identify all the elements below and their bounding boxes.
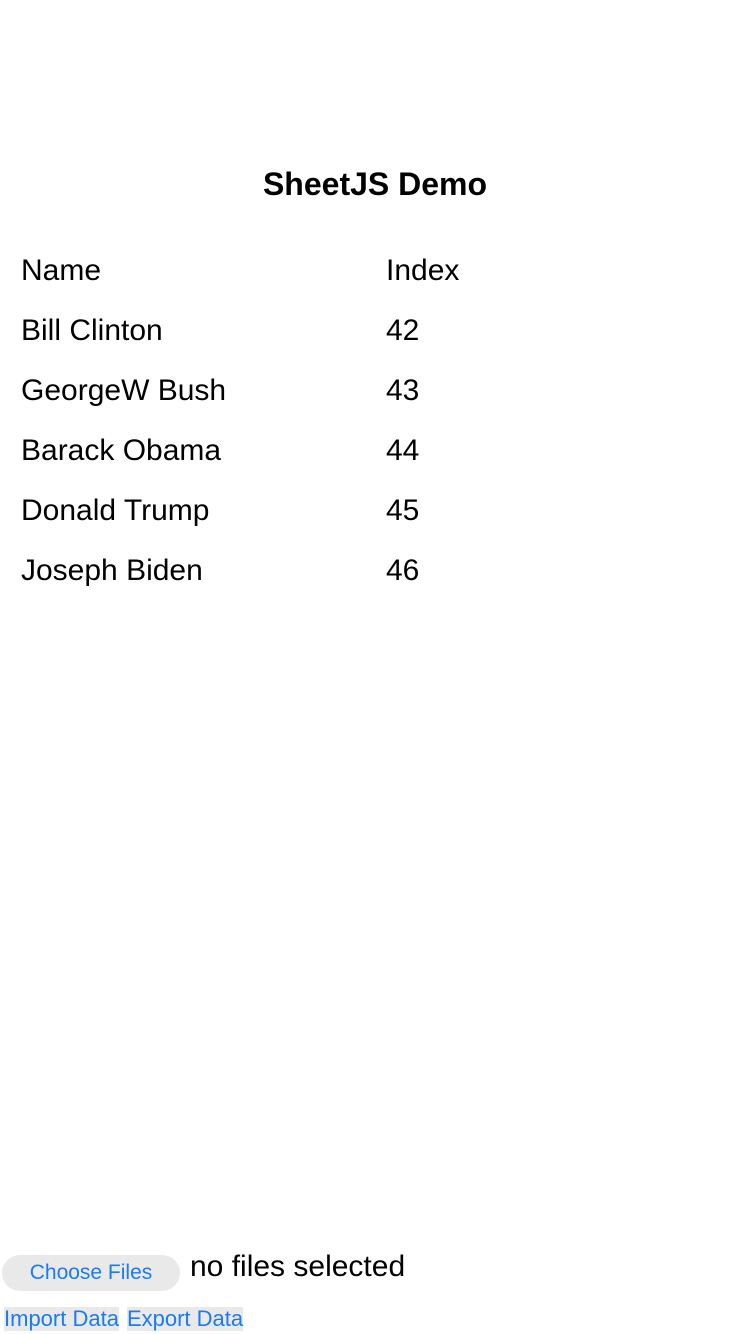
header-name: Name (21, 254, 102, 287)
table-row: Joseph Biden 46 (21, 550, 459, 610)
export-data-button[interactable]: Export Data (126, 1306, 244, 1331)
table-header-row: Name Index (21, 250, 459, 310)
header-index: Index (386, 254, 460, 287)
import-data-button[interactable]: Import Data (4, 1306, 119, 1331)
table-row: Bill Clinton 42 (21, 310, 459, 370)
action-buttons: Import Data Export Data (4, 1306, 244, 1331)
cell-name: Joseph Biden (21, 554, 203, 587)
file-input[interactable]: Choose Files no files selected (2, 1250, 405, 1291)
cell-index: 43 (386, 374, 420, 407)
cell-index: 42 (386, 314, 420, 347)
table-row: Donald Trump 45 (21, 490, 459, 550)
choose-files-button[interactable]: Choose Files (2, 1255, 180, 1291)
table-row: Barack Obama 44 (21, 430, 459, 490)
table-row: GeorgeW Bush 43 (21, 370, 459, 430)
cell-index: 46 (386, 554, 420, 587)
cell-name: GeorgeW Bush (21, 374, 227, 407)
cell-name: Bill Clinton (21, 314, 163, 347)
data-table: Name Index Bill Clinton 42 GeorgeW Bush … (21, 250, 459, 610)
cell-index: 44 (386, 434, 420, 467)
page-title: SheetJS Demo (262, 166, 488, 202)
cell-name: Donald Trump (21, 494, 210, 527)
cell-name: Barack Obama (21, 434, 222, 467)
file-status: no files selected (190, 1250, 406, 1283)
cell-index: 45 (386, 494, 420, 527)
